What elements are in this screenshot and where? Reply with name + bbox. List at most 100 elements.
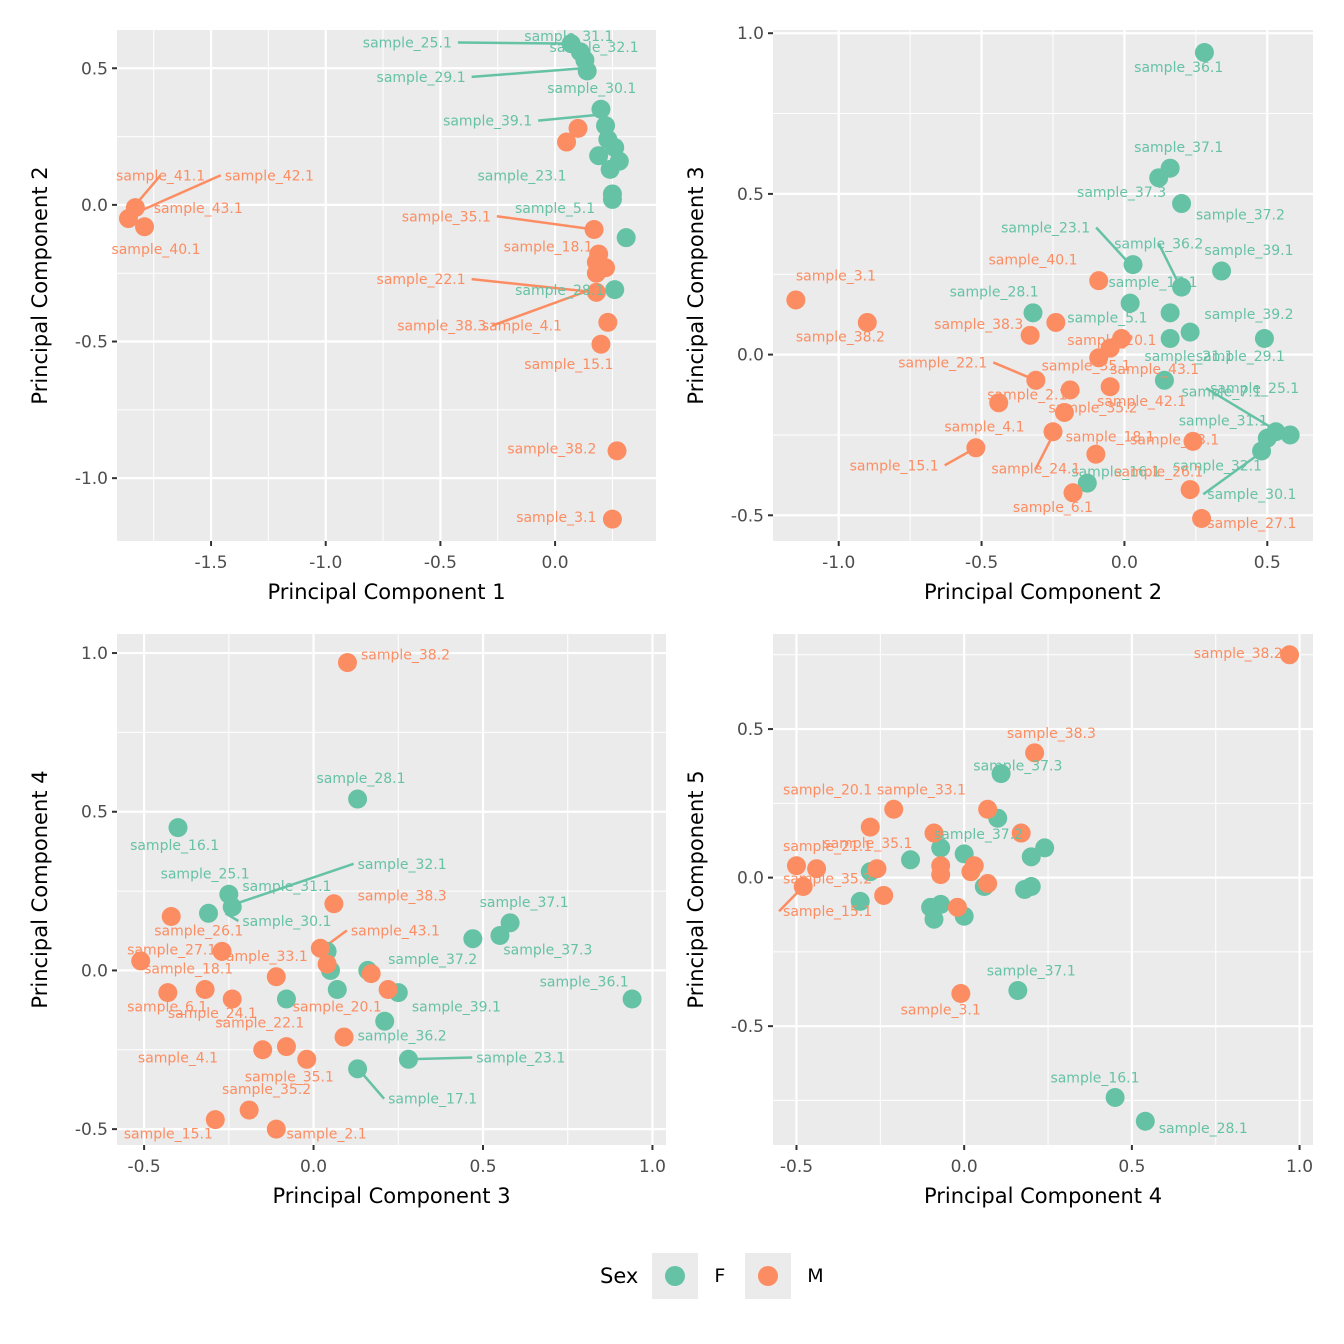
- data-point-m: [334, 1027, 354, 1047]
- point-label: sample_24.1: [991, 462, 1080, 478]
- data-point-f: [1008, 981, 1028, 1001]
- point-label: sample_16.1: [1050, 1071, 1139, 1087]
- point-label: sample_4.1: [138, 1050, 218, 1066]
- point-label: sample_35.2: [783, 872, 872, 888]
- x-axis-title: Principal Component 4: [924, 1184, 1162, 1208]
- data-point-f: [577, 61, 597, 81]
- point-label: sample_36.2: [358, 1028, 447, 1044]
- data-point-f: [463, 929, 483, 949]
- data-point-f: [276, 989, 296, 1009]
- data-point-m: [118, 209, 138, 229]
- point-label: sample_31.1: [1179, 413, 1268, 429]
- point-label: sample_2.1: [987, 388, 1067, 404]
- point-label: sample_28.1: [515, 283, 604, 299]
- data-point-f: [1154, 370, 1174, 390]
- data-point-f: [1194, 42, 1214, 62]
- panel-1: -1.5 -1.0 -0.5 0.0 -1.0 -0.5 0.0 0.5 Principal C…: [28, 29, 656, 604]
- point-label: sample_35.1: [1042, 359, 1131, 375]
- y-tick-label: -0.5: [75, 1120, 108, 1140]
- data-point-f: [1280, 425, 1300, 445]
- y-tick-label: -0.5: [731, 506, 764, 526]
- data-point-m: [324, 894, 344, 914]
- point-label: sample_5.1: [1067, 310, 1147, 326]
- point-label: sample_15.1: [850, 458, 939, 474]
- point-label: sample_27.1: [127, 943, 216, 959]
- legend-label-m: M: [807, 1265, 824, 1287]
- point-label: sample_15.1: [783, 904, 872, 920]
- data-point-f: [1023, 303, 1043, 323]
- label-leader-line: [457, 41, 572, 45]
- point-label: sample_39.1: [1204, 243, 1293, 259]
- point-label: sample_6.1: [127, 1000, 207, 1016]
- data-point-m: [1086, 444, 1106, 464]
- data-point-m: [1043, 422, 1063, 442]
- data-point-m: [602, 509, 622, 529]
- x-tick-label: 0.5: [1254, 553, 1281, 573]
- data-point-f: [622, 989, 642, 1009]
- data-point-f: [348, 789, 368, 809]
- point-label: sample_38.2: [796, 330, 885, 346]
- data-point-m: [924, 823, 944, 843]
- data-point-m: [1026, 370, 1046, 390]
- data-point-m: [989, 393, 1009, 413]
- y-tick-label: 0.5: [737, 185, 764, 205]
- legend-key-f: [652, 1253, 699, 1299]
- data-point-m: [1060, 380, 1080, 400]
- data-point-f: [602, 189, 622, 209]
- data-point-m: [161, 906, 181, 926]
- data-point-f: [1021, 847, 1041, 867]
- point-label: sample_4.1: [482, 319, 562, 335]
- x-tick-label: -0.5: [424, 553, 457, 573]
- label-leader-line: [496, 215, 595, 231]
- data-point-f: [1160, 303, 1180, 323]
- label-leader-line: [1095, 226, 1129, 263]
- point-label: sample_22.1: [215, 1016, 304, 1032]
- data-point-m: [793, 877, 813, 897]
- data-point-f: [1077, 473, 1097, 493]
- x-tick-label: -0.5: [965, 553, 998, 573]
- y-axis-title: Principal Component 4: [28, 770, 52, 1008]
- y-tick-label: 0.0: [81, 961, 108, 981]
- label-leader-line: [491, 285, 600, 327]
- legend-label-f: F: [714, 1265, 726, 1287]
- label-leader-line: [235, 862, 355, 905]
- data-point-f: [222, 897, 242, 917]
- data-point-f: [199, 903, 218, 923]
- x-tick-label: 0.5: [469, 1157, 496, 1177]
- point-label: sample_38.2: [361, 647, 450, 663]
- data-point-m: [586, 263, 606, 283]
- y-tick-label: -1.0: [75, 469, 108, 489]
- x-tick-label: -0.5: [128, 1157, 161, 1177]
- data-point-f: [991, 764, 1011, 784]
- point-label: sample_3.1: [901, 1002, 981, 1018]
- point-label: sample_6.1: [1013, 500, 1093, 516]
- data-point-m: [978, 799, 998, 819]
- data-point-m: [874, 885, 894, 905]
- data-point-f: [931, 894, 951, 914]
- point-label: sample_25.1: [1210, 381, 1299, 397]
- data-point-f: [398, 1049, 418, 1069]
- point-label: sample_38.2: [507, 442, 596, 458]
- x-tick-label: 0.5: [1118, 1157, 1145, 1177]
- point-label: sample_15.1: [524, 357, 613, 373]
- point-label: sample_42.1: [225, 168, 314, 184]
- data-point-m: [947, 897, 967, 917]
- point-label: sample_36.2: [1114, 237, 1203, 253]
- legend: Sex F M: [600, 1252, 824, 1300]
- point-label: sample_40.1: [111, 242, 200, 258]
- data-point-f: [1149, 168, 1169, 188]
- point-label: sample_18.1: [1066, 429, 1155, 445]
- point-label: sample_22.1: [898, 355, 987, 371]
- point-label: sample_16.1: [1071, 465, 1160, 481]
- data-point-m: [266, 967, 286, 987]
- x-tick-label: 0.0: [1111, 553, 1138, 573]
- label-leader-line: [1202, 453, 1260, 496]
- point-label: sample_35.1: [823, 836, 912, 852]
- point-label: sample_23.1: [477, 168, 566, 184]
- point-label: sample_37.2: [934, 827, 1023, 843]
- point-label: sample_32.1: [550, 40, 639, 56]
- data-point-m: [786, 290, 806, 310]
- x-tick-label: -1.0: [822, 553, 855, 573]
- legend-key-m: [745, 1253, 792, 1299]
- data-point-m: [867, 859, 887, 879]
